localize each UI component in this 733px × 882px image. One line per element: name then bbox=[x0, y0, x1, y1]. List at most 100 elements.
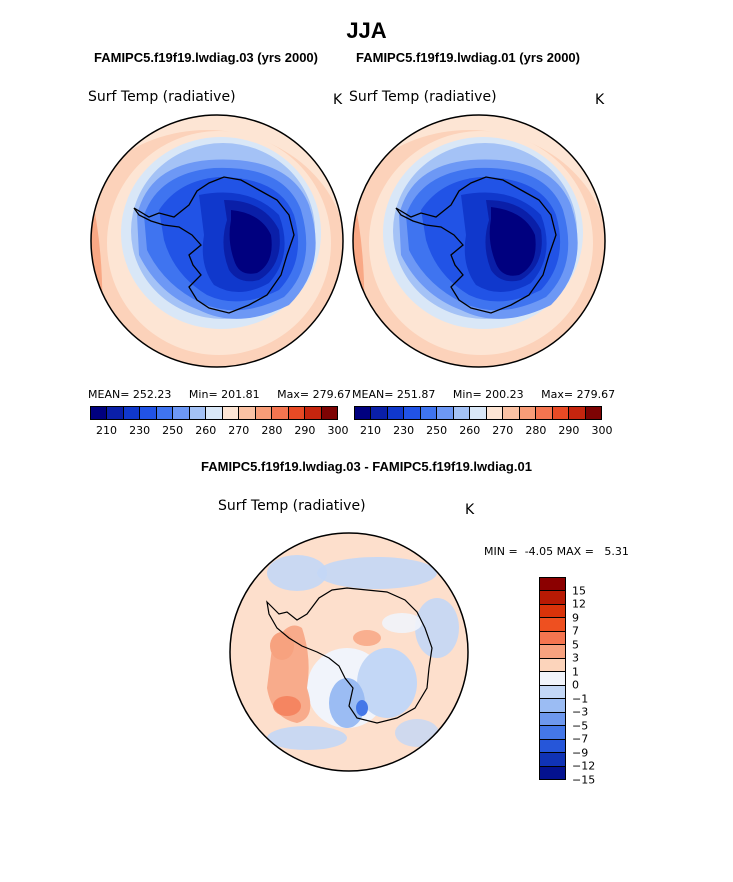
colorbar-tick-label: 300 bbox=[327, 424, 349, 437]
colorbar-tick-label: 12 bbox=[572, 597, 586, 611]
colorbar-swatch bbox=[540, 591, 565, 605]
colorbar-tick-label: 290 bbox=[558, 424, 580, 437]
colorbar-swatch bbox=[540, 685, 565, 700]
colorbar-swatch bbox=[387, 407, 405, 419]
colorbar-tick-label: 210 bbox=[360, 424, 382, 437]
panel-1-variable-label: Surf Temp (radiative) bbox=[88, 89, 236, 105]
colorbar-swatch bbox=[321, 407, 338, 419]
colorbar-swatch bbox=[272, 407, 289, 419]
colorbar-swatch bbox=[91, 407, 108, 419]
colorbar-swatch bbox=[552, 407, 570, 419]
colorbar-tick-label: 270 bbox=[492, 424, 514, 437]
colorbar-tick-label: −9 bbox=[572, 746, 589, 760]
colorbar-swatch bbox=[540, 631, 565, 646]
colorbar-tick-label: 290 bbox=[294, 424, 316, 437]
colorbar-tick-label: 270 bbox=[228, 424, 250, 437]
panel-1-case-title: FAMIPC5.f19f19.lwdiag.03 (yrs 2000) bbox=[94, 50, 318, 65]
difference-colorbar bbox=[539, 577, 566, 780]
colorbar-tick-label: 260 bbox=[459, 424, 481, 437]
colorbar-swatch bbox=[540, 672, 565, 686]
panel-1-stats: MEAN= 252.23 Min= 201.81 Max= 279.67 bbox=[88, 388, 365, 401]
colorbar-swatch bbox=[173, 407, 190, 419]
colorbar-swatch bbox=[189, 407, 207, 419]
colorbar-swatch bbox=[437, 407, 454, 419]
colorbar-swatch bbox=[107, 407, 124, 419]
colorbar-swatch bbox=[503, 407, 520, 419]
colorbar-swatch bbox=[371, 407, 388, 419]
colorbar-swatch bbox=[404, 407, 421, 419]
colorbar-tick-label: 15 bbox=[572, 584, 586, 598]
colorbar-swatch bbox=[123, 407, 141, 419]
panel-2-variable-label: Surf Temp (radiative) bbox=[349, 89, 497, 105]
colorbar-swatch bbox=[540, 766, 565, 780]
panel-2-min: Min= 200.23 bbox=[452, 388, 524, 401]
colorbar-tick-label: 260 bbox=[195, 424, 217, 437]
colorbar-tick-label: −12 bbox=[572, 759, 596, 773]
colorbar-tick-label: 250 bbox=[162, 424, 184, 437]
colorbar-tick-label: 250 bbox=[426, 424, 448, 437]
colorbar-swatch bbox=[540, 604, 565, 619]
difference-unit-label: K bbox=[465, 502, 475, 518]
colorbar-swatch bbox=[355, 407, 372, 419]
colorbar-swatch bbox=[540, 699, 565, 713]
difference-variable-label: Surf Temp (radiative) bbox=[218, 498, 366, 514]
colorbar-swatch bbox=[536, 407, 553, 419]
colorbar-tick-label: 300 bbox=[591, 424, 613, 437]
difference-min-value: -4.05 bbox=[524, 545, 554, 558]
colorbar-swatch bbox=[540, 753, 565, 767]
difference-map bbox=[229, 532, 469, 772]
panel-1-unit-label: K bbox=[333, 92, 343, 108]
panel-2-case-title: FAMIPC5.f19f19.lwdiag.01 (yrs 2000) bbox=[356, 50, 580, 65]
colorbar-swatch bbox=[540, 645, 565, 659]
colorbar-tick-label: 9 bbox=[572, 611, 579, 625]
colorbar-swatch bbox=[222, 407, 240, 419]
figure-title: JJA bbox=[346, 18, 387, 43]
colorbar-swatch bbox=[140, 407, 157, 419]
colorbar-tick-label: 230 bbox=[129, 424, 151, 437]
colorbar-swatch bbox=[540, 618, 565, 632]
colorbar-tick-label: 5 bbox=[572, 638, 579, 652]
colorbar-swatch bbox=[585, 407, 602, 419]
colorbar-swatch bbox=[239, 407, 256, 419]
colorbar-tick-label: 0 bbox=[572, 678, 579, 692]
colorbar-swatch bbox=[305, 407, 322, 419]
panel-1-colorbar bbox=[90, 406, 338, 420]
colorbar-swatch bbox=[453, 407, 471, 419]
colorbar-tick-label: 3 bbox=[572, 651, 579, 665]
colorbar-tick-label: −1 bbox=[572, 692, 589, 706]
panel-2-mean: MEAN= 251.87 bbox=[352, 388, 436, 401]
colorbar-swatch bbox=[569, 407, 586, 419]
colorbar-swatch bbox=[540, 658, 565, 673]
colorbar-tick-label: 280 bbox=[525, 424, 547, 437]
colorbar-swatch bbox=[540, 726, 565, 740]
colorbar-tick-label: −7 bbox=[572, 732, 589, 746]
colorbar-tick-label: 7 bbox=[572, 624, 579, 638]
colorbar-tick-label: −15 bbox=[572, 773, 596, 787]
difference-min-max: MIN = -4.05 MAX = 5.31 bbox=[484, 545, 629, 558]
colorbar-tick-label: 1 bbox=[572, 665, 579, 679]
colorbar-tick-label: 280 bbox=[261, 424, 283, 437]
panel-2-colorbar-ticks: 210 230 250 260 270 280 290 300 bbox=[354, 424, 612, 438]
colorbar-swatch bbox=[540, 578, 565, 592]
colorbar-swatch bbox=[156, 407, 174, 419]
panel-1-max: Max= 279.67 bbox=[277, 388, 352, 401]
panel-1-min: Min= 201.81 bbox=[188, 388, 260, 401]
colorbar-swatch bbox=[519, 407, 537, 419]
panel-2-unit-label: K bbox=[595, 92, 605, 108]
panel-1-colorbar-ticks: 210 230 250 260 270 280 290 300 bbox=[90, 424, 348, 438]
colorbar-swatch bbox=[420, 407, 438, 419]
difference-title: FAMIPC5.f19f19.lwdiag.03 - FAMIPC5.f19f1… bbox=[201, 459, 532, 474]
colorbar-swatch bbox=[288, 407, 306, 419]
panel-2-stats: MEAN= 251.87 Min= 200.23 Max= 279.67 bbox=[352, 388, 629, 401]
colorbar-tick-label: −3 bbox=[572, 705, 589, 719]
colorbar-swatch bbox=[540, 712, 565, 727]
panel-2-max: Max= 279.67 bbox=[541, 388, 616, 401]
colorbar-tick-label: 230 bbox=[393, 424, 415, 437]
difference-max-value: 5.31 bbox=[604, 545, 629, 558]
panel-2-map bbox=[352, 114, 606, 368]
panel-2-colorbar bbox=[354, 406, 602, 420]
colorbar-tick-label: 210 bbox=[96, 424, 118, 437]
colorbar-swatch bbox=[206, 407, 223, 419]
colorbar-swatch bbox=[255, 407, 273, 419]
panel-1-mean: MEAN= 252.23 bbox=[88, 388, 172, 401]
